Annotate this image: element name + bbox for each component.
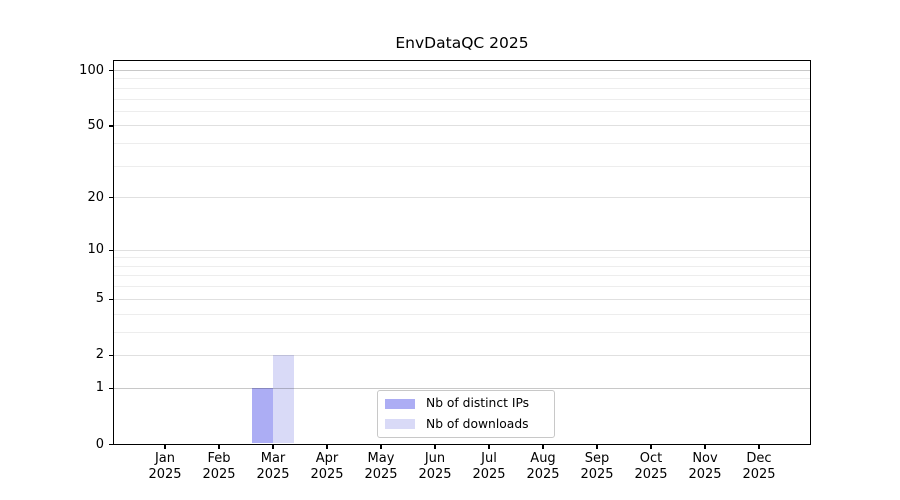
x-tick-label-nov: Nov 2025 [678, 451, 732, 484]
plot-border [113, 60, 811, 445]
x-tick-sep [596, 444, 598, 449]
gridline-minor-y-3 [113, 331, 811, 333]
y-tick-10 [108, 249, 113, 251]
x-tick-feb [218, 444, 220, 449]
x-tick-label-jul: Jul 2025 [462, 451, 516, 484]
y-tick-1 [108, 387, 113, 390]
x-tick-month: Sep [584, 450, 610, 466]
x-tick-may [380, 444, 382, 449]
y-tick-label-100: 100 [79, 62, 104, 78]
gridline-minor-y-40 [113, 143, 811, 145]
x-tick-label-dec: Dec 2025 [732, 451, 786, 484]
x-tick-year: 2025 [580, 467, 614, 482]
gridline-minor-y-8 [113, 265, 811, 267]
x-tick-label-sep: Sep 2025 [570, 451, 624, 484]
y-tick-label-5: 5 [95, 291, 104, 307]
legend-label-distinct-ips: Nb of distinct IPs [426, 396, 530, 411]
x-tick-year: 2025 [418, 467, 452, 482]
x-tick-label-jun: Jun 2025 [408, 451, 462, 484]
legend-swatch-distinct-ips [385, 398, 415, 410]
x-tick-year: 2025 [526, 467, 560, 482]
x-tick-apr [326, 444, 328, 449]
x-tick-month: May [367, 450, 395, 466]
x-tick-oct [650, 444, 652, 449]
y-tick-label-20: 20 [87, 189, 104, 205]
gridline-major-y-100 [113, 70, 811, 71]
gridline-minor-y-30 [113, 165, 811, 167]
x-tick-month: Aug [530, 450, 556, 466]
gridline-major-y-1 [113, 387, 811, 389]
gridline-major-y-5 [113, 298, 811, 300]
y-tick-5 [108, 298, 113, 300]
x-tick-month: Apr [315, 450, 339, 466]
bar-nb-of-downloads-mar [273, 355, 294, 444]
gridline-minor-y-4 [113, 313, 811, 315]
x-tick-month: Jun [424, 450, 446, 466]
gridline-minor-y-90 [113, 78, 811, 80]
x-tick-label-jan: Jan 2025 [138, 451, 192, 484]
x-tick-year: 2025 [256, 467, 290, 482]
gridline-minor-y-70 [113, 98, 811, 100]
y-tick-label-1: 1 [95, 380, 104, 396]
x-tick-month: Feb [207, 450, 231, 466]
x-tick-jul [488, 444, 490, 449]
gridline-major-y-50 [113, 125, 811, 127]
x-tick-year: 2025 [364, 467, 398, 482]
x-tick-month: Jul [481, 450, 497, 466]
x-tick-month: Mar [260, 450, 286, 466]
x-tick-label-oct: Oct 2025 [624, 451, 678, 484]
x-tick-month: Oct [639, 450, 663, 466]
x-tick-year: 2025 [202, 467, 236, 482]
y-tick-20 [108, 197, 113, 199]
y-tick-label-10: 10 [87, 242, 104, 258]
gridline-minor-y-7 [113, 275, 811, 277]
x-tick-year: 2025 [742, 467, 776, 482]
x-tick-month: Jan [154, 450, 176, 466]
y-tick-label-2: 2 [95, 347, 104, 363]
x-tick-dec [758, 444, 760, 449]
x-tick-aug [542, 444, 544, 449]
gridline-minor-y-9 [113, 257, 811, 259]
gridline-minor-y-6 [113, 286, 811, 288]
x-tick-year: 2025 [148, 467, 182, 482]
x-tick-year: 2025 [310, 467, 344, 482]
y-tick-0 [108, 443, 113, 446]
gridline-major-y-20 [113, 197, 811, 199]
x-tick-label-mar: Mar 2025 [246, 451, 300, 484]
x-tick-label-apr: Apr 2025 [300, 451, 354, 484]
y-tick-label-50: 50 [87, 117, 104, 133]
x-tick-month: Nov [692, 450, 718, 466]
y-tick-label-0: 0 [95, 436, 104, 452]
chart-title: EnvDataQC 2025 [395, 34, 529, 52]
y-tick-100 [108, 69, 113, 72]
legend-item-downloads: Nb of downloads [385, 417, 554, 432]
x-tick-nov [704, 444, 706, 449]
x-tick-mar [272, 444, 274, 449]
legend-swatch-downloads [385, 418, 415, 430]
legend-label-downloads: Nb of downloads [426, 416, 529, 431]
gridline-major-y-2 [113, 354, 811, 356]
x-tick-jan [164, 444, 166, 449]
x-tick-label-aug: Aug 2025 [516, 451, 570, 484]
bar-nb-of-distinct-ips-mar [252, 388, 273, 444]
x-tick-label-may: May 2025 [354, 451, 408, 484]
legend-item-distinct-ips: Nb of distinct IPs [385, 396, 554, 411]
x-tick-label-feb: Feb 2025 [192, 451, 246, 484]
gridline-minor-y-80 [113, 87, 811, 89]
x-tick-year: 2025 [688, 467, 722, 482]
x-tick-jun [434, 444, 436, 449]
y-tick-2 [108, 354, 113, 357]
gridline-minor-y-60 [113, 110, 811, 112]
legend: Nb of distinct IPs Nb of downloads [377, 390, 555, 438]
x-tick-month: Dec [746, 450, 772, 466]
x-tick-year: 2025 [634, 467, 668, 482]
y-tick-50 [108, 125, 113, 127]
gridline-major-y-10 [113, 249, 811, 251]
x-tick-year: 2025 [472, 467, 506, 482]
